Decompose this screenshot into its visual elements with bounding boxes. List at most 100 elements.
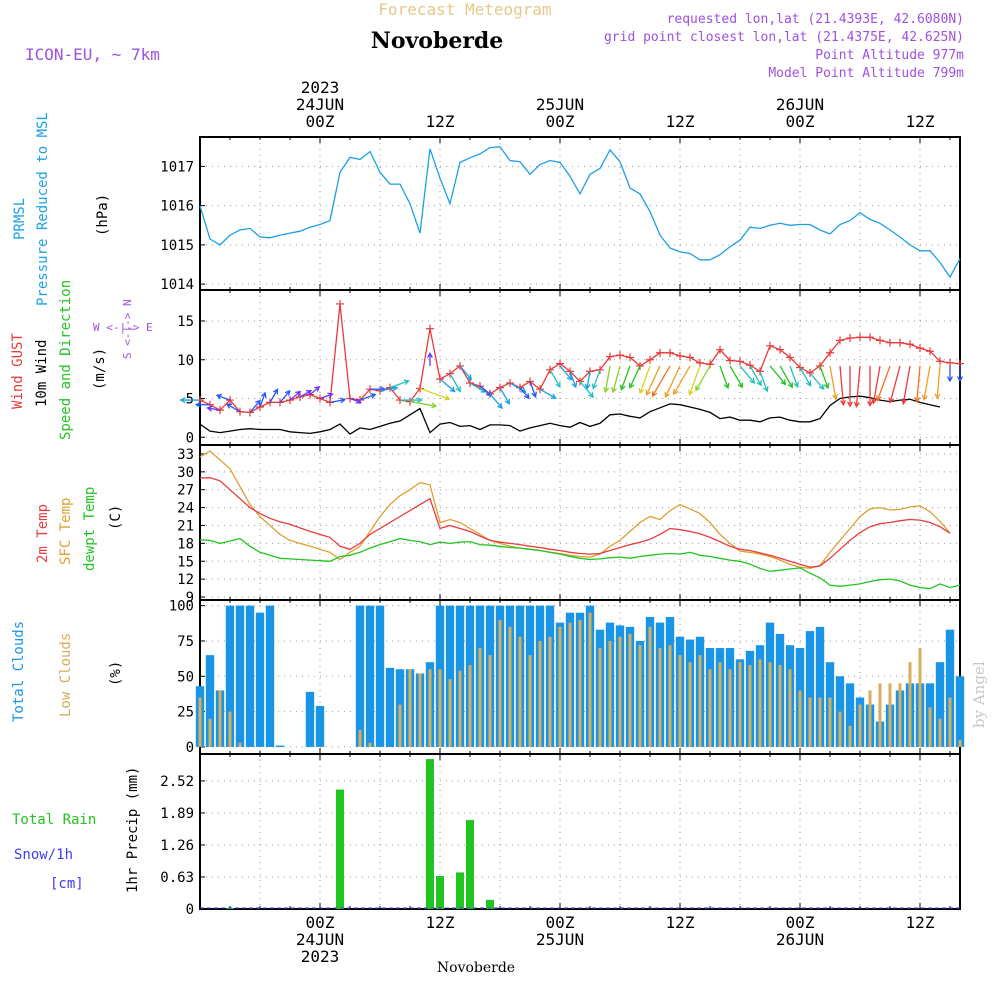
wind-arrow-head	[832, 394, 839, 401]
gust-marker	[746, 361, 754, 370]
low-cloud-bar	[838, 711, 842, 747]
wind-arrow	[519, 387, 530, 399]
total-cloud-bar	[935, 662, 945, 747]
total-cloud-bar	[225, 605, 235, 747]
low-cloud-bar	[568, 622, 572, 747]
y-tick-label: 1015	[160, 238, 194, 254]
wind-arrow	[620, 365, 631, 390]
total-cloud-bar	[245, 605, 255, 747]
gust-line	[199, 303, 961, 414]
gust-marker	[826, 348, 834, 357]
credit-watermark: by Angel	[970, 661, 988, 728]
low-cloud-bar	[588, 612, 592, 747]
bottom-time-label: 00Z	[786, 913, 815, 932]
gust-marker	[616, 351, 624, 360]
wind-arrow	[889, 365, 901, 403]
wind-arrow-head	[504, 398, 510, 405]
y-tick-label: 0.63	[160, 870, 194, 886]
total-cloud-bar	[255, 612, 265, 747]
wind-arrow	[479, 385, 492, 397]
wind-arrow	[529, 381, 537, 397]
wind-arrow-head	[762, 386, 769, 393]
total-cloud-bar	[365, 605, 375, 747]
bottom-time-label: 00Z	[546, 913, 575, 932]
wind-arrow-head	[688, 389, 694, 396]
wind-arrow-head	[611, 387, 617, 394]
low-cloud-bar	[828, 697, 832, 747]
wind-arrow	[549, 369, 561, 388]
low-cloud-bar	[428, 669, 432, 747]
gust-marker	[906, 340, 914, 349]
temp-2m-line	[200, 477, 951, 568]
low-cloud-bar	[868, 690, 872, 747]
wind-arrow	[779, 365, 793, 388]
top-time-label: 24JUN	[296, 95, 344, 114]
wind-arrow	[379, 387, 398, 392]
wind-arrow-head	[645, 389, 651, 396]
wind-arrow-head	[370, 393, 377, 399]
total-cloud-bar	[205, 655, 215, 747]
wind-arrow	[309, 386, 320, 396]
wind-arrow	[299, 390, 312, 398]
low-cloud-bar	[578, 619, 582, 747]
cloud-panel: 0 25 50 75 100	[169, 599, 965, 756]
wind-arrow	[499, 387, 510, 405]
wind-arrow	[586, 371, 591, 389]
wind-arrow-head	[295, 390, 302, 397]
y-tick-label: 100	[169, 599, 194, 615]
wind-arrow-head	[305, 389, 313, 396]
wind-arrow-head	[921, 394, 928, 401]
wind-arrow	[279, 390, 291, 403]
wind-arrow-head	[444, 394, 451, 401]
low-cloud-bar	[708, 669, 712, 747]
y-tick-label: 75	[177, 634, 194, 650]
gust-marker	[926, 347, 934, 356]
wind-arrow	[876, 365, 891, 401]
total-cloud-bar	[275, 745, 285, 747]
gust-marker	[666, 348, 674, 357]
low-cloud-bar	[848, 725, 852, 747]
gust-marker	[726, 356, 734, 365]
gust-marker	[866, 333, 874, 342]
footer-station: Novoberde	[437, 960, 515, 976]
wind-arrow	[592, 369, 601, 389]
sfc-temp-line	[199, 450, 951, 570]
p1-label-prmsl: PRMSL	[12, 198, 28, 240]
low-cloud-bar	[608, 640, 612, 747]
low-cloud-bar	[808, 697, 812, 747]
wind-arrow-head	[818, 383, 825, 391]
wind-arrow	[809, 372, 824, 390]
wind-arrow	[673, 365, 691, 395]
wind-arrow	[923, 365, 931, 400]
low-cloud-bar	[858, 704, 862, 747]
total-cloud-bar	[375, 605, 385, 747]
p5-label-snow: Snow/1h	[14, 847, 73, 863]
wind-arrow-head	[847, 401, 853, 408]
low-cloud-bar	[528, 655, 532, 747]
wind-arrow-head	[673, 388, 679, 396]
wind-arrow-head	[272, 388, 279, 395]
total-cloud-bar	[385, 667, 395, 747]
product-title: Forecast Meteogram	[378, 0, 551, 19]
low-cloud-bar	[918, 648, 922, 747]
y-tick-label: 12	[177, 572, 194, 588]
low-cloud-bar	[768, 662, 772, 747]
wind-arrow	[259, 392, 266, 408]
wind-arrow-head	[225, 403, 233, 409]
total-cloud-bar	[445, 605, 455, 747]
wind-arrow	[936, 365, 941, 399]
gust-marker	[696, 358, 704, 367]
wind-arrow	[226, 403, 241, 413]
wind-arrow	[749, 365, 762, 386]
wind-arrow	[719, 365, 729, 389]
total-cloud-bar	[305, 691, 315, 747]
p3-label-2m: 2m Temp	[35, 504, 51, 563]
p2-label-wind: 10m Wind	[34, 340, 50, 407]
wind-arrow-head	[550, 393, 557, 399]
low-cloud-bar	[478, 648, 482, 747]
wind-arrow-head	[914, 396, 921, 404]
p2-unit: (m/s)	[92, 348, 108, 390]
